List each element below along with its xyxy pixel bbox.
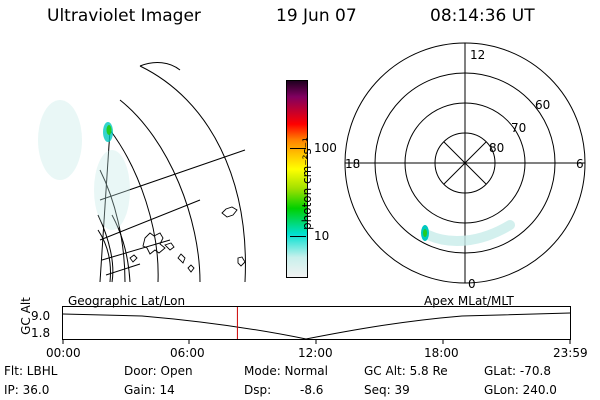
altitude-min-label: 1.8: [31, 326, 51, 340]
colorbar-label-10: 10: [314, 229, 330, 243]
glon-info: GLon: 240.0: [484, 383, 557, 397]
time-tick-4: 23:59: [553, 346, 588, 360]
altitude-timeline: [62, 306, 571, 344]
mlt-label-18: 18: [345, 157, 361, 171]
auroral-emission-geo: [38, 100, 130, 230]
geographic-label: Geographic Lat/Lon: [68, 294, 186, 308]
seq-info: Seq: 39: [364, 383, 410, 397]
ip-info: IP: 36.0: [4, 383, 50, 397]
mlat-label-70: 70: [511, 121, 527, 135]
altitude-max-label: 9.0: [31, 309, 51, 323]
gain-info: Gain: 14: [124, 383, 175, 397]
instrument-title: Ultraviolet Imager: [47, 6, 201, 26]
apex-label: Apex MLat/MLT: [424, 294, 514, 308]
filter-info: Flt: LBHL: [4, 364, 58, 378]
mode-info: Mode: Normal: [244, 364, 328, 378]
date-label: 19 Jun 07: [276, 6, 357, 26]
glat-info: GLat: -70.8: [484, 364, 551, 378]
colorbar-tick-100: [290, 148, 306, 149]
dsp-value: -8.6: [300, 383, 324, 397]
mlt-label-6: 6: [576, 157, 584, 171]
time-tick-1: 06:00: [170, 346, 205, 360]
mlt-label-12: 12: [470, 48, 486, 62]
polar-plot: [344, 42, 586, 284]
door-info: Door: Open: [124, 364, 193, 378]
dsp-label: Dsp:: [244, 383, 272, 397]
mlat-label-60: 60: [535, 98, 551, 112]
colorbar-unit-label: photon cm⁻²s⁻¹: [300, 137, 314, 230]
auroral-emission-polar: [421, 220, 515, 246]
time-tick-0: 00:00: [46, 346, 81, 360]
colorbar-tick-10: [290, 236, 306, 237]
gc-alt-info: GC Alt: 5.8 Re: [364, 364, 448, 378]
colorbar: [286, 80, 308, 278]
time-tick-3: 18:00: [424, 346, 459, 360]
time-tick-2: 12:00: [298, 346, 333, 360]
mlat-label-80: 80: [489, 141, 505, 155]
geographic-map: [38, 62, 246, 283]
colorbar-label-100: 100: [314, 141, 337, 155]
coastline-outline: [129, 206, 246, 273]
mlt-label-0: 0: [468, 277, 476, 291]
time-label: 08:14:36 UT: [430, 6, 535, 26]
